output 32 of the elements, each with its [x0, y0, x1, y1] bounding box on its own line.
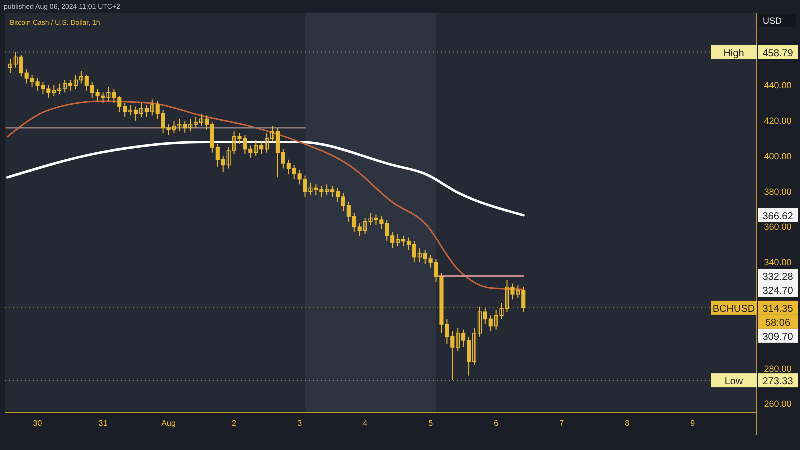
x-tick-label: 31: [98, 419, 108, 428]
ref-line-label: High: [724, 48, 744, 60]
line-series: [6, 140, 525, 217]
y-axis-title: USD: [763, 16, 782, 26]
annotation: 366.62: [762, 211, 794, 222]
x-tick-label: Aug: [162, 419, 176, 428]
y-tick-label: 340.00: [764, 258, 792, 268]
annotation: 332.28: [762, 272, 794, 284]
y-tick-label: 360.00: [764, 222, 792, 232]
x-tick-label: 3: [298, 419, 303, 428]
x-tick-label: 5: [428, 419, 434, 428]
ref-line-label: BCHUSD: [712, 304, 756, 315]
x-tick-label: 8: [625, 419, 630, 428]
text: 309.70: [762, 332, 794, 343]
y-tick-label: 280.00: [764, 364, 792, 374]
annotation: 273.33: [762, 376, 794, 388]
y-tick-label: 400.00: [764, 151, 792, 162]
x-tick-label: 6: [494, 419, 500, 428]
y-tick-label: 440.00: [764, 80, 792, 91]
y-tick-label: 420.00: [764, 116, 792, 126]
y-tick-label: 260.00: [764, 399, 792, 410]
ref-line-label: Low: [724, 376, 744, 388]
annotation: 458.79: [762, 48, 794, 60]
annotation: 314.35: [762, 304, 794, 315]
x-tick-label: 2: [232, 419, 238, 428]
y-tick-label: 380.00: [764, 186, 792, 197]
x-tick-label: 4: [363, 419, 368, 428]
text: 58:06: [765, 318, 791, 329]
annotation: 324.70: [762, 286, 794, 298]
x-tick-label: 30: [33, 419, 43, 428]
x-tick-label: 9: [690, 419, 696, 428]
x-tick-label: 7: [560, 419, 565, 428]
